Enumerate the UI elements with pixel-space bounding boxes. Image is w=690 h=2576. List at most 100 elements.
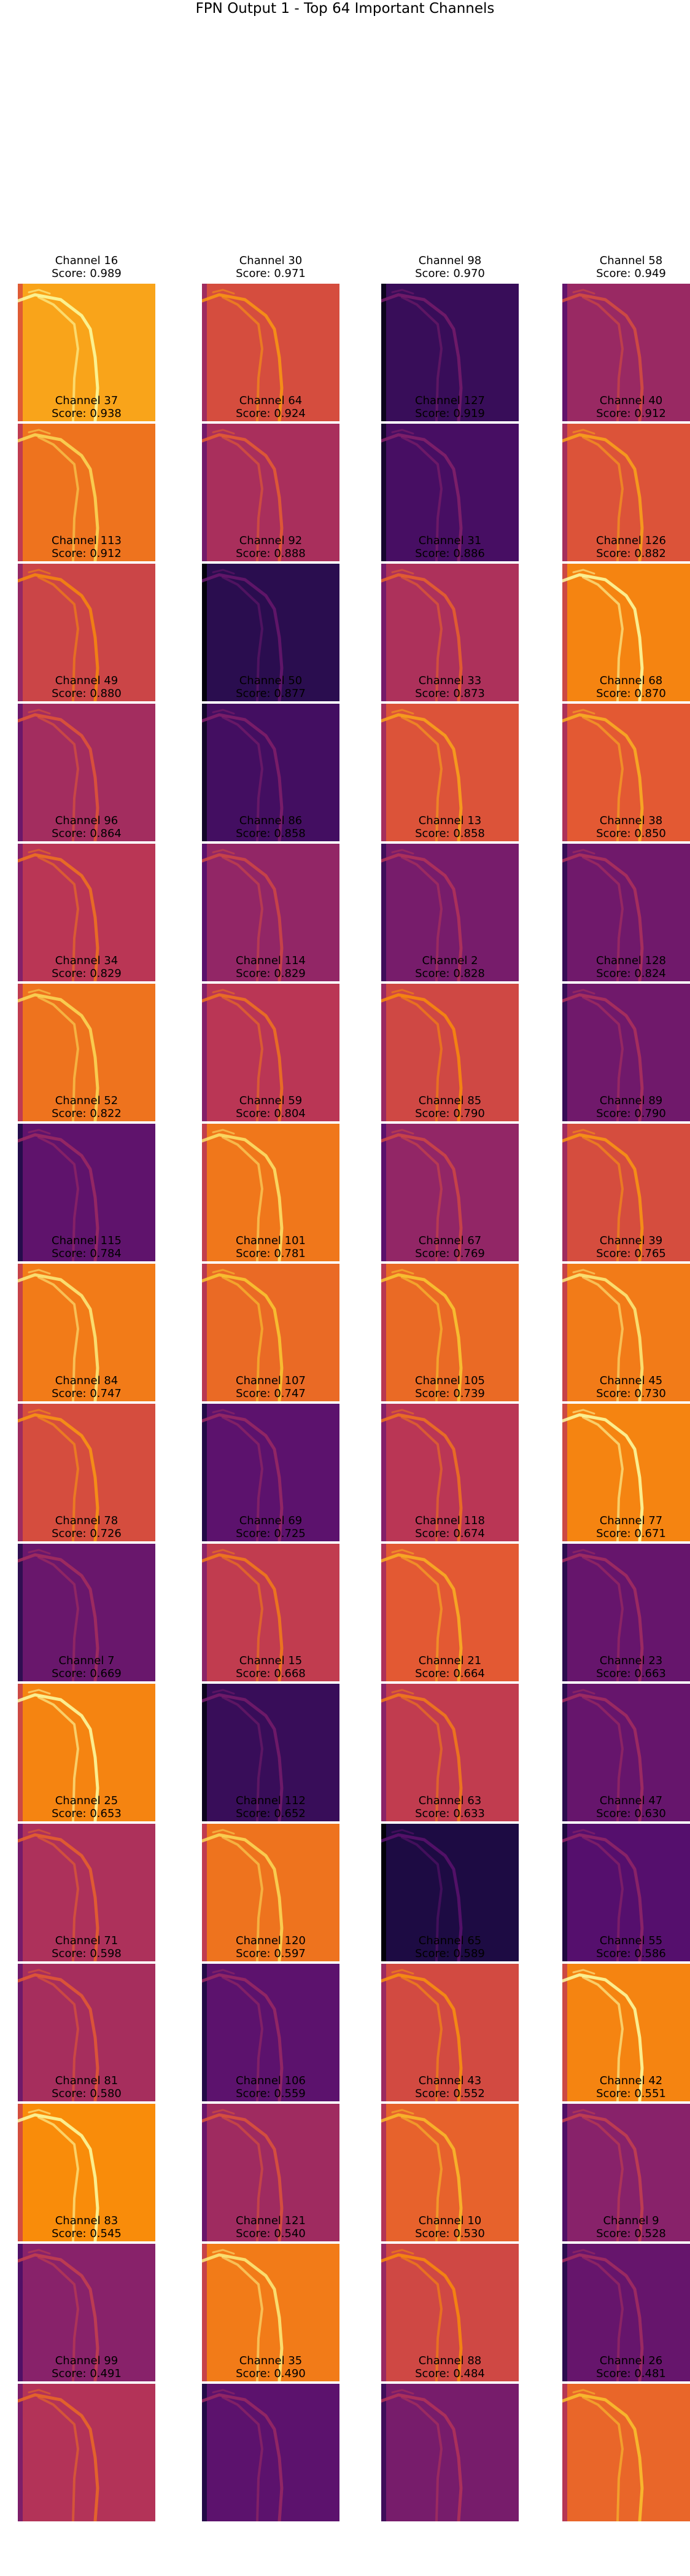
channel-label: Channel 113 Score: 0.912 [10,534,163,560]
channel-label: Channel 96 Score: 0.864 [10,814,163,840]
channel-panel: Channel 77 Score: 0.671 [555,1514,690,1689]
channel-panel: Channel 9 Score: 0.528 [555,2214,690,2389]
channel-panel: Channel 23 Score: 0.663 [555,1654,690,1829]
channel-score: Score: 0.725 [236,1527,306,1540]
channel-label: Channel 39 Score: 0.765 [555,1234,690,1260]
channel-score: Score: 0.829 [236,967,306,980]
heatmap-image [562,984,690,1121]
channel-panel: Channel 25 Score: 0.653 [10,1794,163,1969]
channel-panel: Channel 89 Score: 0.790 [555,1094,690,1269]
channel-panel: Channel 92 Score: 0.888 [195,534,347,709]
channel-label: Channel 85 Score: 0.790 [374,1094,526,1120]
channel-label: Channel 9 Score: 0.528 [555,2214,690,2240]
channel-name: Channel 113 [52,534,122,547]
heatmap-image [381,424,519,561]
heatmap-image [18,1404,155,1541]
heatmap-image [18,1684,155,1821]
channel-name: Channel 50 [239,674,303,687]
channel-label: Channel 23 Score: 0.663 [555,1654,690,1680]
heatmap-image [202,2104,339,2241]
heatmap-image [202,984,339,1121]
channel-name: Channel 55 [599,1934,663,1947]
channel-name: Channel 78 [55,1514,118,1527]
channel-name: Channel 13 [418,814,482,827]
heatmap-image [381,704,519,841]
channel-score: Score: 0.989 [52,267,122,280]
channel-score: Score: 0.790 [415,1107,485,1120]
channel-label: Channel 63 Score: 0.633 [374,1794,526,1820]
channel-panel: Channel 35 Score: 0.490 [195,2354,347,2529]
channel-label: Channel 121 Score: 0.540 [195,2214,347,2240]
channel-panel: Channel 21 Score: 0.664 [374,1654,526,1829]
channel-name: Channel 30 [239,254,303,267]
heatmap-image [562,1684,690,1821]
channel-name: Channel 64 [239,394,303,407]
channel-label: Channel 7 Score: 0.669 [10,1654,163,1680]
heatmap-image [18,424,155,561]
channel-name: Channel 37 [55,394,118,407]
channel-panel: Channel 64 Score: 0.924 [195,394,347,569]
channel-score: Score: 0.530 [415,2227,485,2240]
channel-score: Score: 0.877 [236,687,306,700]
channel-score: Score: 0.858 [415,827,485,840]
channel-panel: Channel 55 Score: 0.586 [555,1934,690,2109]
channel-score: Score: 0.870 [596,687,666,700]
channel-score: Score: 0.668 [236,1667,306,1680]
channel-panel: Channel 43 Score: 0.552 [374,2074,526,2249]
heatmap-image [381,1824,519,1961]
channel-panel: Channel 107 Score: 0.747 [195,1374,347,1549]
channel-panel: Channel 59 Score: 0.804 [195,1094,347,1269]
channel-panel: Channel 106 Score: 0.559 [195,2074,347,2249]
channel-name: Channel 101 [236,1234,306,1247]
channel-panel: Channel 127 Score: 0.919 [374,394,526,569]
heatmap-image [202,844,339,981]
channel-label: Channel 40 Score: 0.912 [555,394,690,420]
heatmap-image [562,284,690,421]
heatmap-image [18,1264,155,1401]
channel-score: Score: 0.970 [415,267,485,280]
channel-score: Score: 0.824 [596,967,666,980]
channel-name: Channel 59 [239,1094,303,1107]
channel-panel: Channel 65 Score: 0.589 [374,1934,526,2109]
channel-label: Channel 59 Score: 0.804 [195,1094,347,1120]
channel-panel: Channel 10 Score: 0.530 [374,2214,526,2389]
channel-panel: Channel 26 Score: 0.481 [555,2354,690,2529]
heatmap-image [18,1964,155,2101]
channel-score: Score: 0.828 [415,967,485,980]
heatmap-image [381,2104,519,2241]
channel-panel: Channel 101 Score: 0.781 [195,1234,347,1409]
channel-score: Score: 0.769 [415,1247,485,1260]
channel-label: Channel 128 Score: 0.824 [555,954,690,980]
channel-score: Score: 0.484 [415,2367,485,2380]
heatmap-image [381,1404,519,1541]
heatmap-image [202,2384,339,2521]
channel-score: Score: 0.730 [596,1387,666,1400]
channel-name: Channel 58 [599,254,663,267]
channel-name: Channel 83 [55,2214,118,2227]
channel-label: Channel 65 Score: 0.589 [374,1934,526,1960]
channel-score: Score: 0.880 [52,687,122,700]
channel-name: Channel 43 [418,2074,482,2087]
channel-label: Channel 2 Score: 0.828 [374,954,526,980]
channel-panel: Channel 88 Score: 0.484 [374,2354,526,2529]
channel-label: Channel 45 Score: 0.730 [555,1374,690,1400]
channel-label: Channel 107 Score: 0.747 [195,1374,347,1400]
channel-panel: Channel 7 Score: 0.669 [10,1654,163,1829]
heatmap-image [562,1124,690,1261]
channel-score: Score: 0.671 [596,1527,666,1540]
channel-label: Channel 30 Score: 0.971 [195,254,347,280]
channel-score: Score: 0.669 [52,1667,122,1680]
channel-panel: Channel 37 Score: 0.938 [10,394,163,569]
channel-label: Channel 127 Score: 0.919 [374,394,526,420]
channel-panel: Channel 52 Score: 0.822 [10,1094,163,1269]
heatmap-image [381,2384,519,2521]
channel-panel: Channel 68 Score: 0.870 [555,674,690,849]
channel-score: Score: 0.850 [596,827,666,840]
channel-label: Channel 55 Score: 0.586 [555,1934,690,1960]
channel-panel: Channel 114 Score: 0.829 [195,954,347,1129]
heatmap-image [202,1264,339,1401]
heatmap-image [202,1824,339,1961]
channel-label: Channel 99 Score: 0.491 [10,2354,163,2380]
channel-score: Score: 0.912 [52,547,122,560]
channel-label: Channel 35 Score: 0.490 [195,2354,347,2380]
